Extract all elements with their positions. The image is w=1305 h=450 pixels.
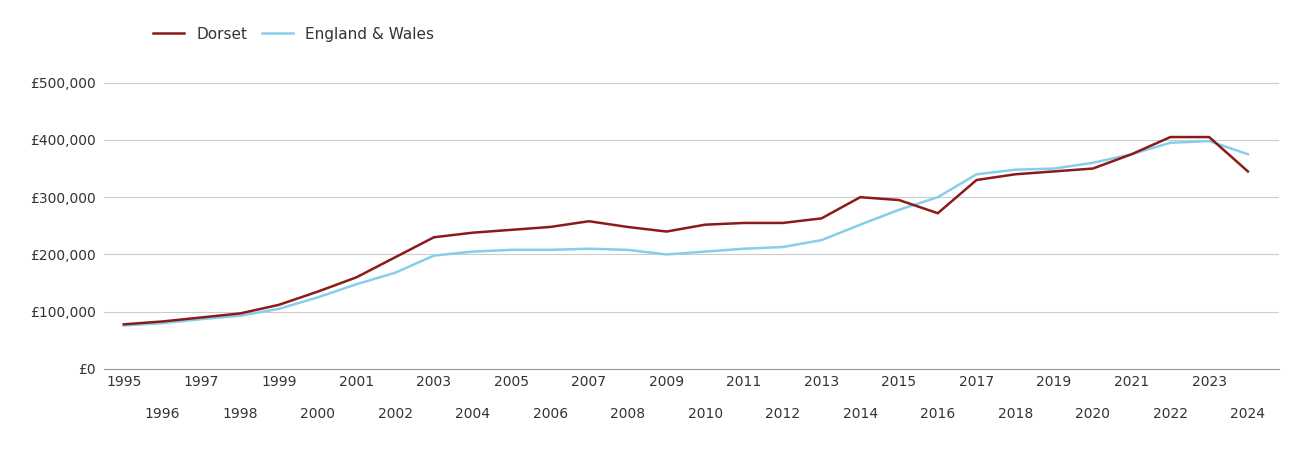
Text: 2000: 2000	[300, 407, 335, 421]
Text: 2022: 2022	[1152, 407, 1188, 421]
England & Wales	[309, 295, 325, 300]
England & Wales	[543, 247, 559, 252]
Dorset	[930, 211, 946, 216]
England & Wales	[620, 247, 636, 252]
Dorset	[348, 274, 364, 280]
Dorset	[891, 198, 907, 203]
Dorset	[543, 224, 559, 230]
England & Wales	[814, 238, 830, 243]
England & Wales	[425, 253, 441, 258]
England & Wales	[852, 222, 868, 227]
Dorset	[1163, 135, 1178, 140]
Dorset	[232, 311, 248, 316]
Dorset	[1084, 166, 1100, 171]
Dorset	[1202, 135, 1218, 140]
England & Wales	[348, 282, 364, 287]
Text: 1996: 1996	[145, 407, 180, 421]
England & Wales	[465, 249, 480, 254]
Dorset	[620, 224, 636, 230]
England & Wales	[736, 246, 752, 252]
Dorset	[852, 194, 868, 200]
Text: 2020: 2020	[1075, 407, 1111, 421]
Dorset	[309, 289, 325, 294]
England & Wales	[1084, 160, 1100, 166]
Dorset	[155, 319, 171, 324]
Dorset	[1047, 169, 1062, 174]
Dorset	[116, 322, 132, 327]
Dorset	[425, 234, 441, 240]
Dorset	[697, 222, 713, 227]
Dorset	[659, 229, 675, 234]
Dorset	[504, 227, 519, 233]
Dorset	[388, 255, 403, 260]
Dorset	[465, 230, 480, 235]
Dorset	[271, 302, 287, 307]
Text: 2024: 2024	[1231, 407, 1266, 421]
England & Wales	[116, 323, 132, 328]
Dorset	[968, 177, 984, 183]
England & Wales	[155, 320, 171, 326]
England & Wales	[232, 313, 248, 319]
Dorset	[814, 216, 830, 221]
England & Wales	[1047, 166, 1062, 171]
Line: Dorset: Dorset	[124, 137, 1248, 324]
England & Wales	[1163, 140, 1178, 145]
England & Wales	[697, 249, 713, 254]
England & Wales	[775, 244, 791, 250]
England & Wales	[1240, 152, 1255, 157]
Dorset	[581, 219, 596, 224]
England & Wales	[1202, 138, 1218, 144]
Legend: Dorset, England & Wales: Dorset, England & Wales	[147, 21, 440, 48]
Text: 2012: 2012	[765, 407, 800, 421]
England & Wales	[930, 194, 946, 200]
Dorset	[1124, 152, 1139, 157]
Text: 2006: 2006	[532, 407, 568, 421]
England & Wales	[659, 252, 675, 257]
Text: 2016: 2016	[920, 407, 955, 421]
England & Wales	[504, 247, 519, 252]
Dorset	[193, 315, 209, 320]
England & Wales	[388, 270, 403, 275]
Text: 2018: 2018	[998, 407, 1034, 421]
England & Wales	[1124, 152, 1139, 157]
Text: 1998: 1998	[222, 407, 258, 421]
England & Wales	[193, 316, 209, 322]
England & Wales	[581, 246, 596, 252]
Dorset	[1007, 171, 1023, 177]
Dorset	[1240, 169, 1255, 174]
Text: 2008: 2008	[611, 407, 645, 421]
Dorset	[736, 220, 752, 225]
England & Wales	[968, 171, 984, 177]
Text: 2002: 2002	[377, 407, 412, 421]
Text: 2004: 2004	[455, 407, 491, 421]
Dorset	[775, 220, 791, 225]
England & Wales	[271, 306, 287, 311]
Text: 2010: 2010	[688, 407, 723, 421]
Text: 2014: 2014	[843, 407, 878, 421]
England & Wales	[1007, 167, 1023, 172]
Line: England & Wales: England & Wales	[124, 141, 1248, 325]
England & Wales	[891, 207, 907, 212]
